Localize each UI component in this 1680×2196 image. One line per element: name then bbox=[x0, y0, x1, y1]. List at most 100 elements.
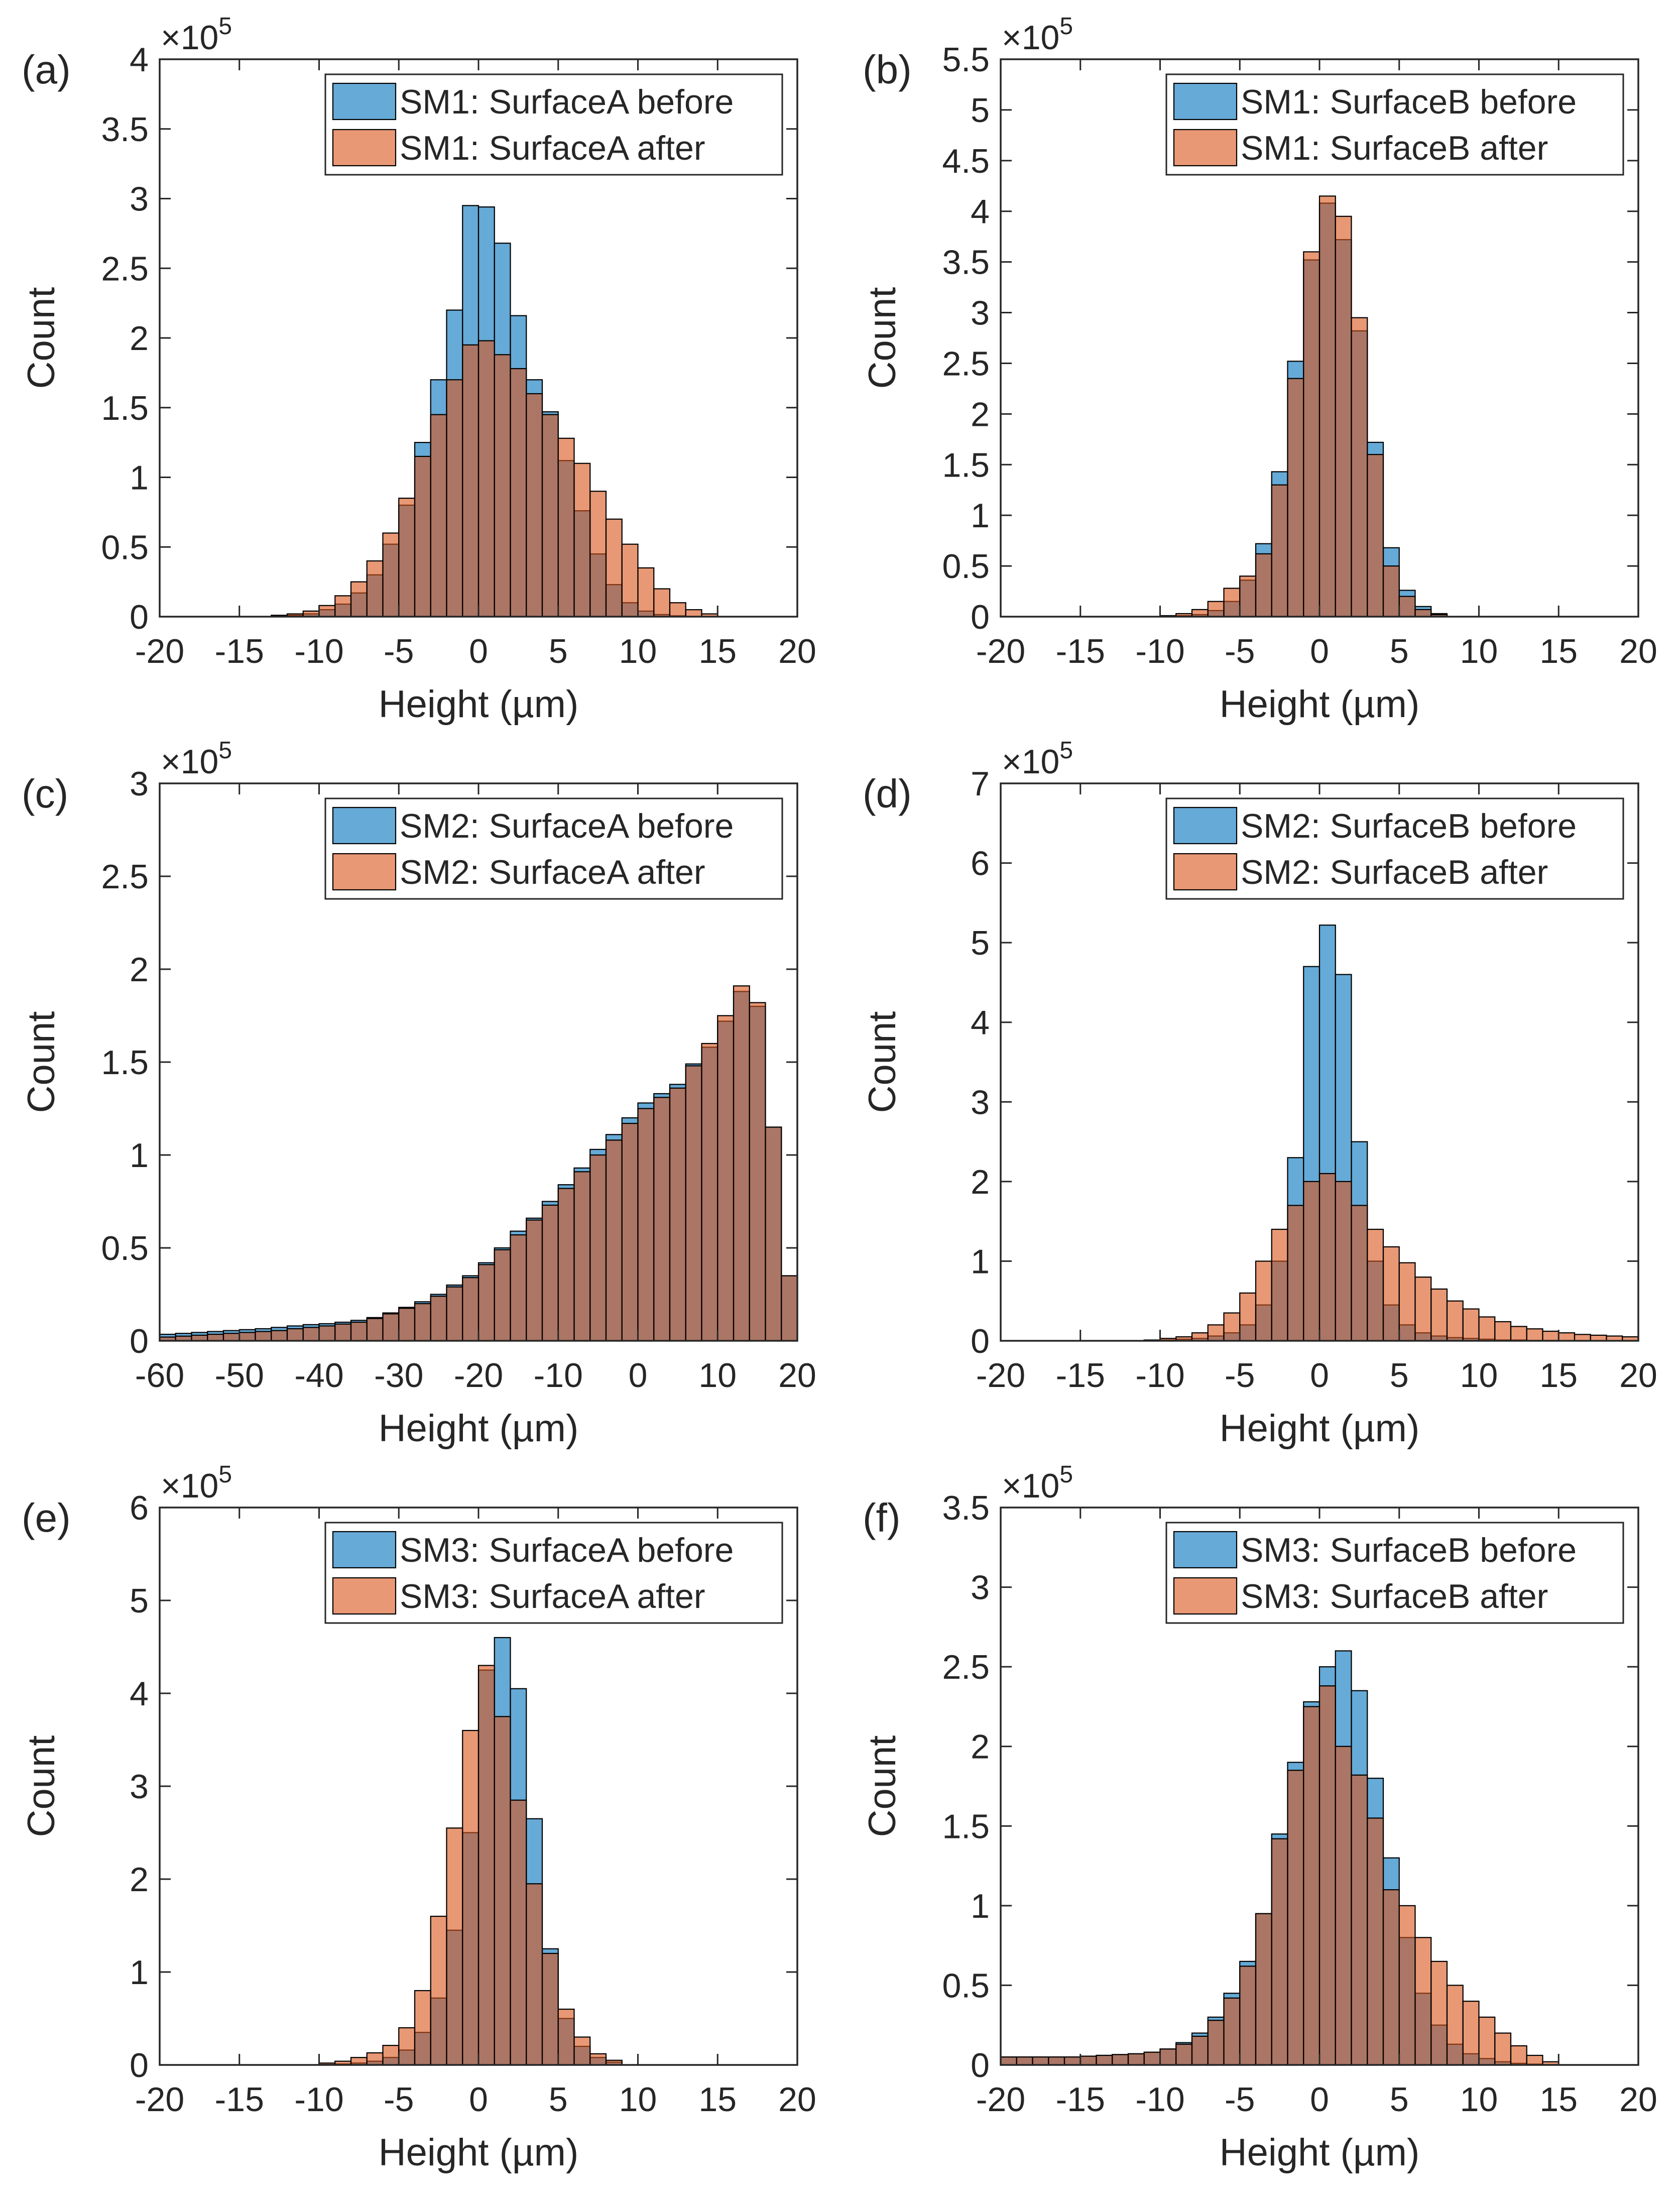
histogram-bar bbox=[334, 1323, 352, 1342]
histogram-bar bbox=[621, 543, 639, 618]
histogram-bar bbox=[1430, 1288, 1448, 1342]
x-tick-label: 20 bbox=[1619, 1356, 1657, 1395]
histogram-panel-b: -20 -15 -10 -5 0 5 10 15 20 0 0.5 1 1.5 2 2.5 3 3.5 4 4.5 5… bbox=[861, 13, 1657, 726]
histogram-bar bbox=[1526, 1328, 1543, 1342]
y-tick-label: 2.5 bbox=[101, 250, 149, 288]
histogram-bar bbox=[1239, 575, 1257, 618]
x-tick-label: -5 bbox=[384, 632, 414, 670]
histogram-bar bbox=[526, 1883, 543, 2066]
legend: SM1: SurfaceB before SM1: SurfaceB after bbox=[1165, 73, 1624, 176]
y-tick-label: 0 bbox=[130, 2046, 149, 2085]
histogram-bar bbox=[302, 1327, 320, 1342]
x-tick-label: 5 bbox=[1390, 632, 1409, 670]
histogram-bar bbox=[430, 414, 447, 618]
x-tick-label: -20 bbox=[976, 1356, 1025, 1395]
legend-box bbox=[324, 797, 783, 900]
x-tick-label: -15 bbox=[215, 2081, 264, 2119]
histogram-bar bbox=[477, 1264, 495, 1342]
y-axis-label: Count bbox=[20, 287, 63, 389]
y-tick-label: 1.5 bbox=[101, 1044, 149, 1082]
y-tick-label: 0.5 bbox=[101, 1229, 149, 1267]
y-exponent-label: ×105 bbox=[161, 1461, 232, 1505]
x-tick-label: -5 bbox=[1225, 2081, 1255, 2119]
y-tick-label: 1.5 bbox=[942, 446, 990, 484]
y-tick-label: 1.5 bbox=[942, 1807, 990, 1845]
histogram-bar bbox=[1207, 1324, 1225, 1342]
histogram-bar bbox=[1382, 1246, 1400, 1342]
histogram-bar bbox=[414, 1990, 431, 2066]
histogram-bar bbox=[255, 1331, 272, 1342]
y-tick-label: 3 bbox=[971, 1083, 990, 1121]
y-tick-label: 3.5 bbox=[101, 110, 149, 149]
histogram-bar bbox=[1191, 1332, 1209, 1342]
legend-swatch-after bbox=[332, 1577, 397, 1615]
histogram-bar bbox=[446, 1827, 463, 2066]
histogram-bar bbox=[526, 1219, 543, 1342]
y-tick-label: 1 bbox=[130, 459, 149, 497]
histogram-bar bbox=[1207, 2020, 1225, 2066]
histogram-bar bbox=[462, 1277, 479, 1342]
histogram-bar bbox=[350, 581, 368, 618]
histogram-bar bbox=[1303, 1706, 1321, 2066]
histogram-bar bbox=[765, 1126, 782, 1342]
x-tick-label: 0 bbox=[629, 1356, 648, 1395]
histogram-bar bbox=[1510, 1326, 1527, 1342]
histogram-bar bbox=[1000, 2056, 1017, 2066]
x-tick-label: -5 bbox=[384, 2081, 414, 2119]
histogram-bar bbox=[701, 1043, 718, 1342]
histogram-bar bbox=[1335, 215, 1352, 618]
x-tick-label: 20 bbox=[778, 1356, 816, 1395]
x-axis-label: Height (µm) bbox=[1220, 2131, 1420, 2174]
legend-swatch-before bbox=[332, 1531, 397, 1569]
histogram-bar bbox=[1239, 1966, 1257, 2066]
histogram-bar bbox=[1303, 251, 1321, 618]
histogram-bar bbox=[207, 1333, 224, 1342]
histogram-bar bbox=[1526, 2054, 1543, 2066]
histogram-panel-f: -20 -15 -10 -5 0 5 10 15 20 0 0.5 1 1.5 2 2.5 3 3.5 Heigh… bbox=[861, 1461, 1657, 2174]
histogram-bar bbox=[1318, 1173, 1336, 1342]
histogram-bar bbox=[1398, 1905, 1416, 2066]
y-tick-label: 3 bbox=[971, 294, 990, 332]
histogram-bar bbox=[494, 1716, 511, 2066]
histogram-bar bbox=[1271, 1838, 1288, 2066]
y-tick-label: 5 bbox=[130, 1582, 149, 1620]
histogram-bar bbox=[1143, 2051, 1161, 2066]
x-tick-label: -15 bbox=[1056, 632, 1105, 670]
histogram-bar bbox=[1175, 2043, 1193, 2066]
histogram-bar bbox=[382, 1313, 400, 1342]
x-tick-label: 15 bbox=[1539, 632, 1578, 670]
legend-swatch-before bbox=[332, 82, 397, 121]
x-tick-label: 0 bbox=[1310, 2081, 1329, 2119]
histogram-bar bbox=[238, 1332, 256, 1342]
histogram-bar bbox=[1191, 2035, 1209, 2066]
y-tick-label: 5.5 bbox=[942, 41, 990, 79]
y-exponent-label: ×105 bbox=[1002, 13, 1073, 57]
x-tick-label: -20 bbox=[135, 632, 184, 670]
y-tick-label: 2 bbox=[971, 1163, 990, 1201]
y-axis-label: Count bbox=[861, 1736, 904, 1837]
x-tick-label: -20 bbox=[976, 632, 1025, 670]
histogram-bar bbox=[1351, 1774, 1368, 2066]
histogram-bar bbox=[1398, 1262, 1416, 1342]
y-tick-label: 0 bbox=[971, 2046, 990, 2085]
legend-entry: SM3: SurfaceB before bbox=[1241, 1531, 1577, 1569]
legend-box bbox=[1165, 797, 1624, 900]
histogram-bar bbox=[1255, 1260, 1272, 1342]
histogram-bar bbox=[541, 1952, 559, 2066]
histogram-bar bbox=[366, 560, 384, 618]
y-tick-label: 3 bbox=[130, 765, 149, 803]
histogram-bar bbox=[1255, 1913, 1272, 2066]
histogram-panel-d: -20 -15 -10 -5 0 5 10 15 20 0 1 2 3 4 5 6 7 Height (µm) Co… bbox=[861, 737, 1657, 1450]
histogram-bar bbox=[653, 588, 671, 618]
legend-box bbox=[1165, 73, 1624, 176]
y-tick-label: 3 bbox=[130, 180, 149, 218]
histogram-bar bbox=[589, 2053, 607, 2066]
legend-box bbox=[1165, 1522, 1624, 1624]
x-tick-label: 10 bbox=[698, 1356, 737, 1395]
histogram-bar bbox=[1351, 317, 1368, 618]
x-tick-label: -10 bbox=[294, 632, 343, 670]
x-tick-label: -10 bbox=[1135, 2081, 1184, 2119]
panel-label: (b) bbox=[863, 47, 912, 92]
histogram-bar bbox=[398, 498, 416, 618]
